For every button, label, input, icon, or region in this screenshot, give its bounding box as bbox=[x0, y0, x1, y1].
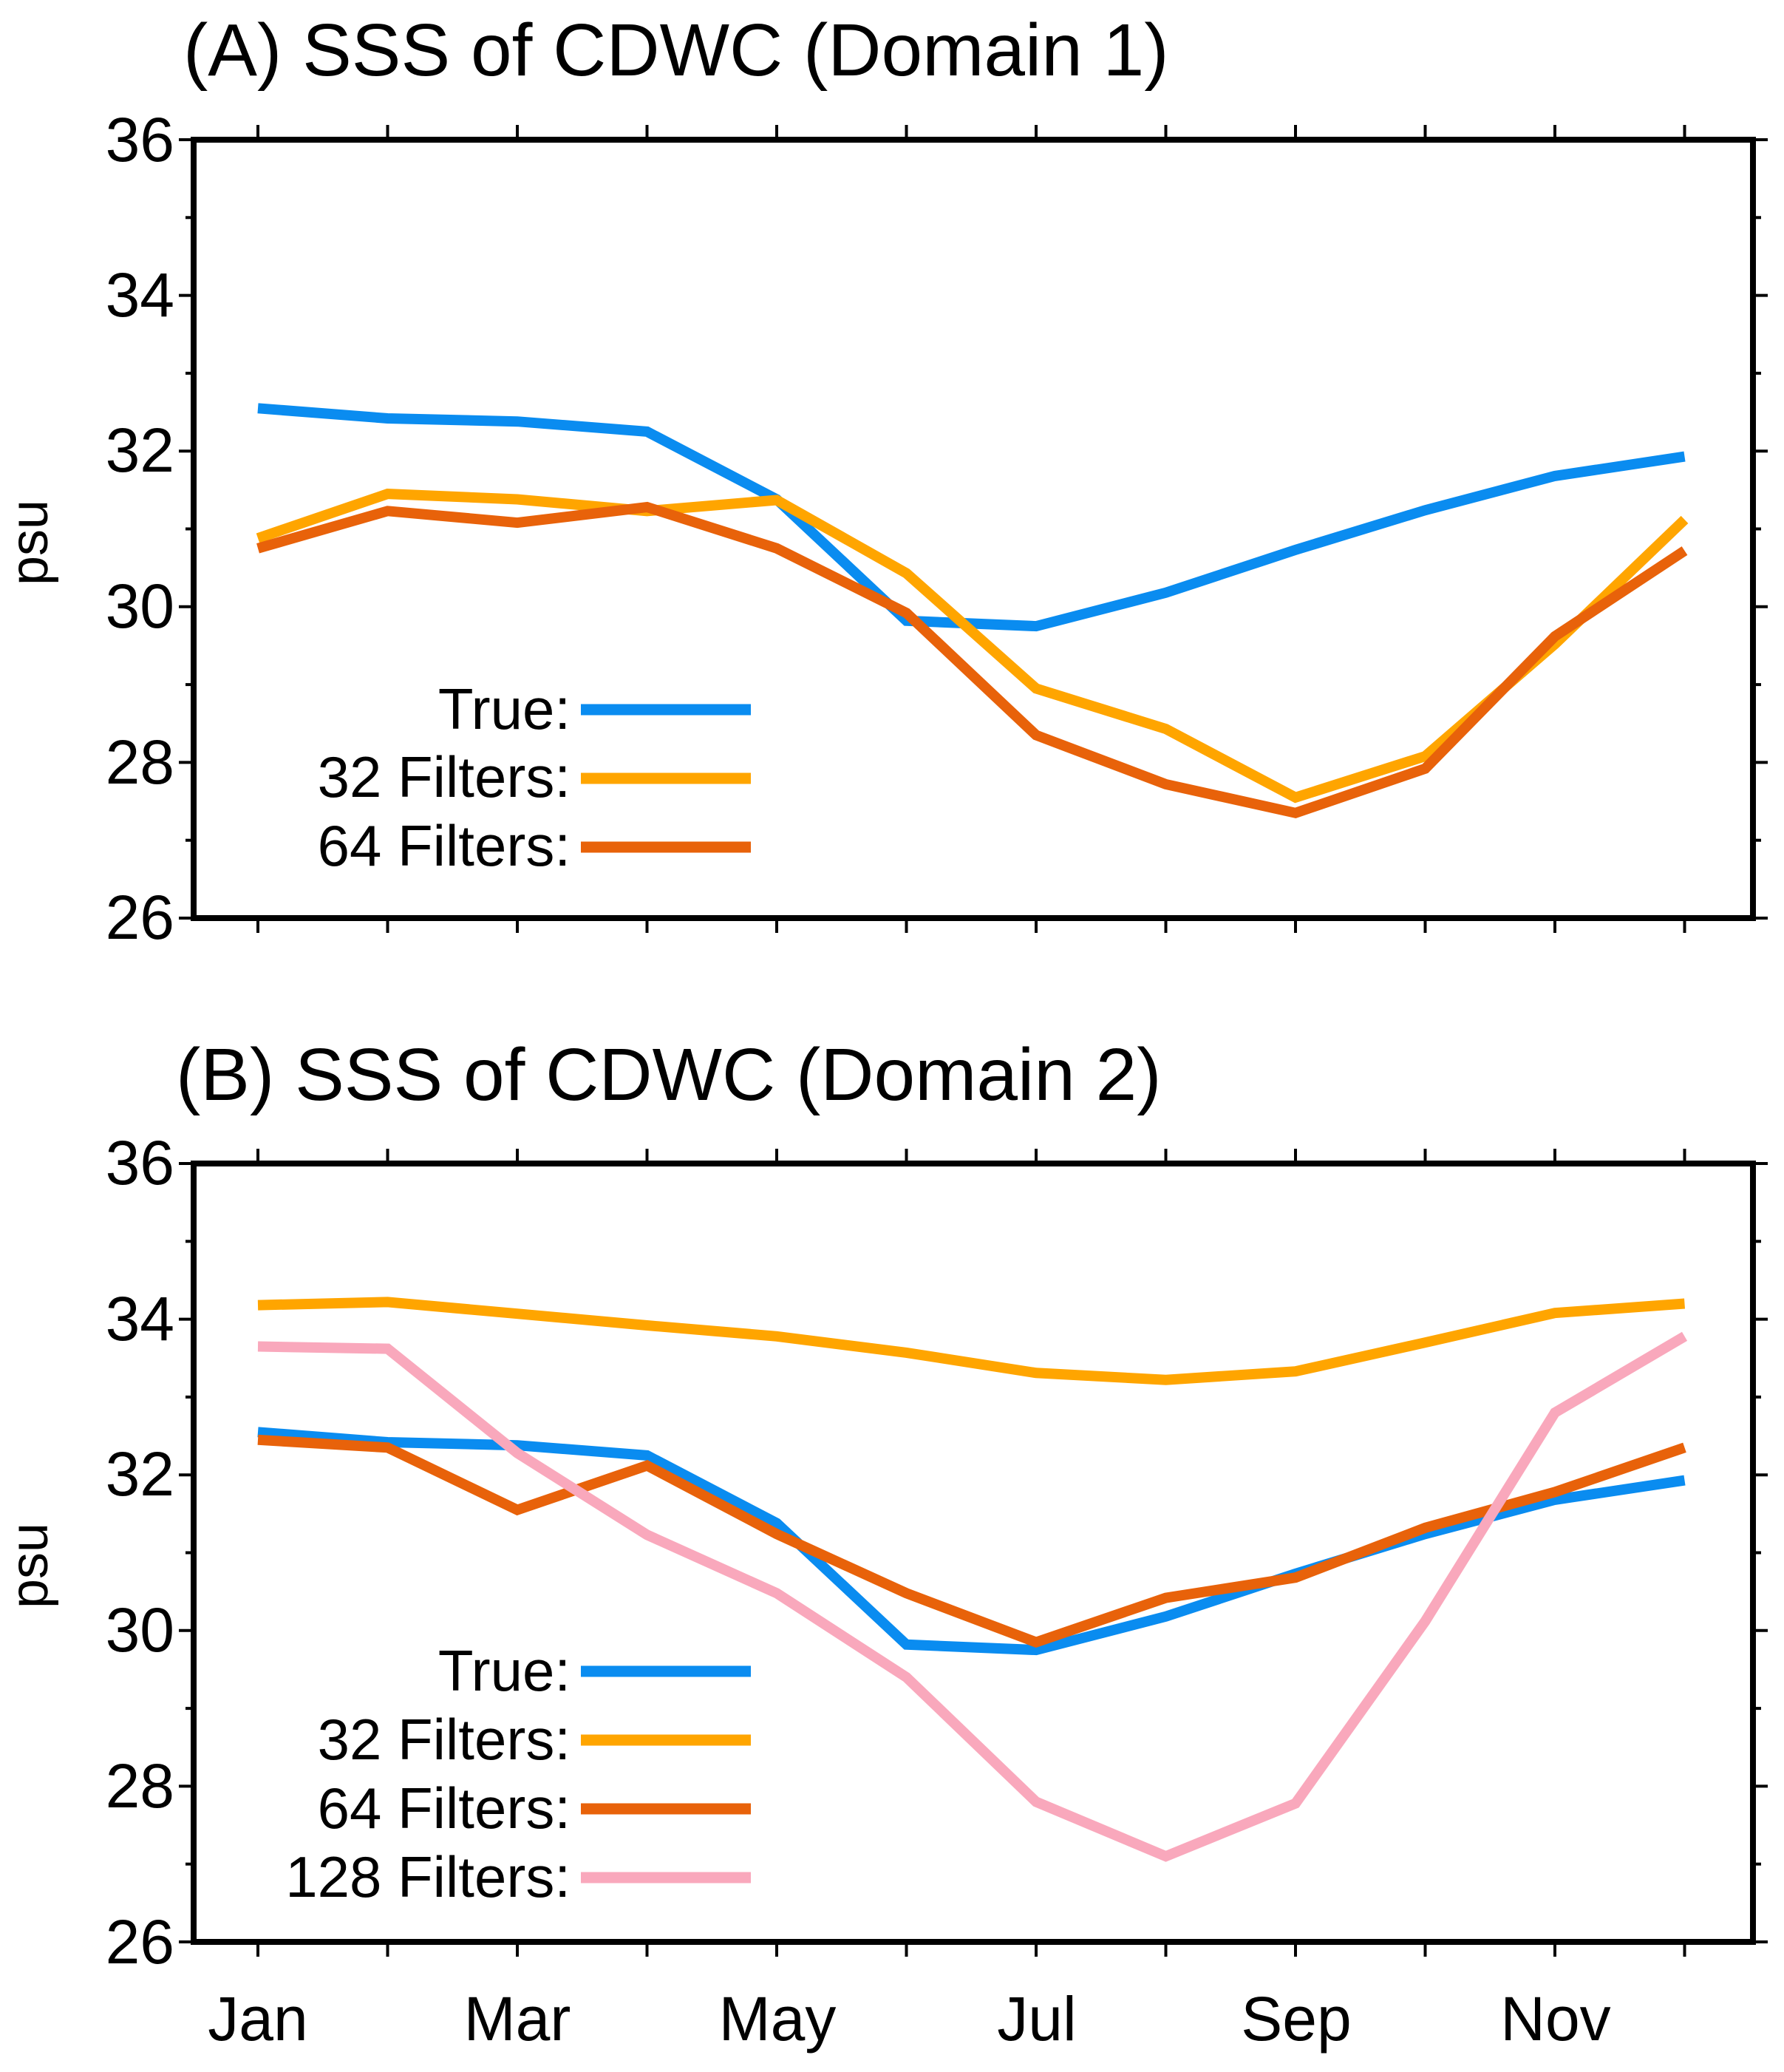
ytick-label: 26 bbox=[106, 883, 174, 952]
panel-b-legend: True: 32 Filters: 64 Filters: 128 Filter… bbox=[285, 1638, 751, 1909]
panel-b-ylabel: psu bbox=[0, 1523, 59, 1609]
panel-a-title: (A) SSS of CDWC (Domain 1) bbox=[183, 9, 1169, 92]
series-line-64-filters bbox=[257, 1434, 1686, 1648]
panel-a-frame bbox=[191, 137, 1756, 921]
panel-b-xtick-labels: Jan Mar May Jul Sep Nov bbox=[208, 1984, 1610, 2054]
panel-a-series bbox=[256, 403, 1689, 819]
panel-b-title: (B) SSS of CDWC (Domain 2) bbox=[176, 1033, 1162, 1116]
legend-label: True: bbox=[438, 676, 571, 741]
series-line-true bbox=[257, 403, 1686, 632]
ytick-label: 34 bbox=[106, 260, 174, 330]
ytick-label: 30 bbox=[106, 571, 174, 641]
ytick-label: 28 bbox=[106, 1751, 174, 1821]
panel-a: (A) SSS of CDWC (Domain 1) psu 26 28 30 … bbox=[0, 9, 1768, 952]
xtick-label: Nov bbox=[1500, 1984, 1610, 2054]
panel-a-legend: True: 32 Filters: 64 Filters: bbox=[318, 676, 751, 878]
panel-b-ytick-labels: 26 28 30 32 34 36 bbox=[106, 1128, 174, 1977]
xtick-label: May bbox=[719, 1984, 837, 2054]
xtick-label: Jan bbox=[208, 1984, 307, 2054]
series-line-128-filters bbox=[257, 1331, 1688, 1862]
legend-label: 64 Filters: bbox=[318, 1776, 571, 1841]
panel-a-ylabel: psu bbox=[0, 500, 59, 585]
xtick-label: Jul bbox=[997, 1984, 1076, 2054]
legend-label: 128 Filters: bbox=[285, 1844, 571, 1909]
ytick-label: 32 bbox=[106, 1439, 174, 1509]
panel-b-series bbox=[257, 1297, 1688, 1862]
legend-label: True: bbox=[438, 1638, 571, 1703]
panel-a-ticks bbox=[179, 125, 1768, 933]
ytick-label: 28 bbox=[106, 727, 174, 797]
series-line-true bbox=[257, 1427, 1686, 1656]
xtick-label: Mar bbox=[464, 1984, 571, 2054]
ytick-label: 32 bbox=[106, 415, 174, 485]
legend-label: 32 Filters: bbox=[318, 1707, 571, 1772]
panel-b: (B) SSS of CDWC (Domain 2) psu 26 28 30 … bbox=[0, 1033, 1768, 2054]
legend-label: 64 Filters: bbox=[318, 813, 571, 878]
panel-b-frame bbox=[191, 1161, 1756, 1945]
ytick-label: 34 bbox=[106, 1284, 174, 1353]
panel-a-ytick-labels: 26 28 30 32 34 36 bbox=[106, 105, 174, 952]
xtick-label: Sep bbox=[1241, 1984, 1351, 2054]
series-line-32-filters bbox=[257, 1297, 1686, 1385]
ytick-label: 36 bbox=[106, 1128, 174, 1198]
ytick-label: 36 bbox=[106, 105, 174, 174]
ytick-label: 30 bbox=[106, 1595, 174, 1665]
series-line-32-filters bbox=[256, 489, 1689, 804]
ytick-label: 26 bbox=[106, 1907, 174, 1977]
series-line-64-filters bbox=[256, 501, 1688, 819]
legend-label: 32 Filters: bbox=[318, 744, 571, 809]
